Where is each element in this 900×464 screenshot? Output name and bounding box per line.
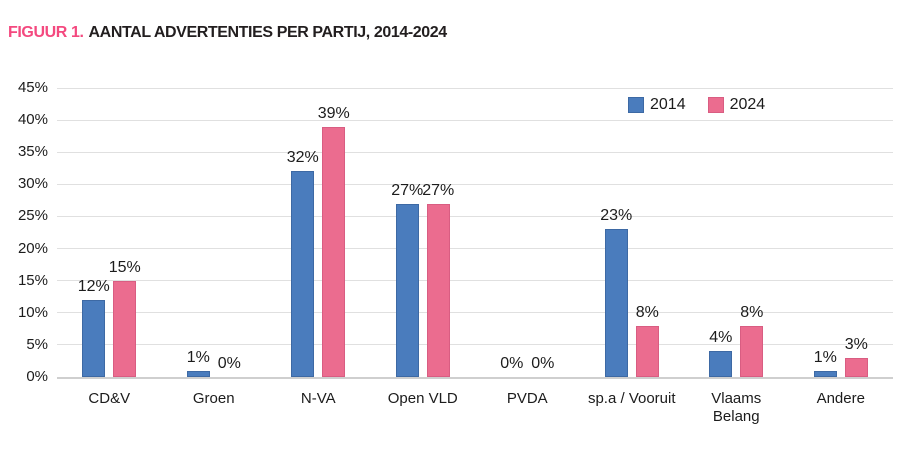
data-label-2014-7: 1% <box>813 348 837 366</box>
gridline-35 <box>57 151 893 153</box>
data-label-2014-6: 4% <box>709 329 733 347</box>
y-tick-label-40: 40% <box>17 111 48 129</box>
y-tick-label-0: 0% <box>26 368 48 385</box>
y-tick-label-30: 30% <box>17 175 48 193</box>
data-label-2024-5: 8% <box>635 303 659 321</box>
data-label-2014-4: 0% <box>500 355 524 372</box>
x-category-label-4: PVDA <box>506 390 548 407</box>
data-label-2024-2: 39% <box>317 104 350 122</box>
bar-2014-vlaams-belang <box>709 351 733 377</box>
y-tick-label-35: 35% <box>17 143 48 161</box>
gridline-30 <box>57 183 893 185</box>
x-category-label-7: Andere <box>816 390 865 407</box>
gridline-45 <box>57 87 893 89</box>
y-tick-label-5: 5% <box>26 335 48 353</box>
bar-2014-andere <box>813 370 837 377</box>
y-tick-label-25: 25% <box>17 207 48 225</box>
x-category-label-3: Open VLD <box>387 390 458 407</box>
x-category-label-1: Groen <box>192 390 235 407</box>
gridline-5 <box>57 344 893 346</box>
legend-label-2024: 2024 <box>729 96 766 113</box>
y-tick-label-10: 10% <box>17 303 48 321</box>
y-tick-label-15: 15% <box>17 271 48 289</box>
gridline-40 <box>57 119 893 121</box>
y-tick-label-45: 45% <box>17 79 48 96</box>
legend-swatch-2024-icon <box>707 97 724 113</box>
x-category-label-0: CD&V <box>88 390 131 407</box>
legend-item-2014: 2014 <box>628 97 686 113</box>
bar-2014-n-va <box>291 171 315 377</box>
data-label-2014-2: 32% <box>286 149 319 167</box>
gridline-25 <box>57 215 893 217</box>
bar-2024-cd-v <box>113 280 137 377</box>
data-label-2014-1: 1% <box>186 348 210 366</box>
data-label-2014-3: 27% <box>391 181 424 199</box>
data-label-2024-3: 27% <box>422 181 455 199</box>
bar-2024-andere <box>844 357 868 377</box>
gridline-20 <box>57 248 893 250</box>
figure-title: FIGUUR 1. AANTAL ADVERTENTIES PER PARTIJ,… <box>8 24 447 42</box>
figure-number: FIGUUR 1. <box>8 24 84 41</box>
bar-2024-vlaams-belang <box>740 325 764 377</box>
bar-2014-groen <box>186 370 210 377</box>
bar-2024-open-vld <box>426 203 450 377</box>
data-label-2024-4: 0% <box>531 355 555 372</box>
gridline-15 <box>57 280 893 282</box>
bar-2024-sp-a-vooruit <box>635 325 659 377</box>
gridline-10 <box>57 312 893 314</box>
y-tick-label-20: 20% <box>17 239 48 257</box>
data-label-2014-5: 23% <box>600 207 633 225</box>
legend: 2014 2024 <box>628 97 765 113</box>
x-category-label-5: sp.a / Vooruit <box>587 390 676 407</box>
x-category-label-2: N-VA <box>300 390 336 407</box>
legend-label-2014: 2014 <box>650 96 686 113</box>
x-category-label-6: Vlaams Belang <box>711 390 762 425</box>
legend-item-2024: 2024 <box>707 96 766 113</box>
x-axis-line <box>57 376 893 379</box>
bar-2014-sp-a-vooruit <box>604 229 628 377</box>
figure-caption: AANTAL ADVERTENTIES PER PARTIJ, 2014-202… <box>88 24 448 41</box>
bar-2014-cd-v <box>82 299 106 377</box>
legend-swatch-2014-icon <box>628 97 644 113</box>
data-label-2024-0: 15% <box>108 258 141 276</box>
data-label-2014-0: 12% <box>77 277 110 295</box>
data-label-2024-6: 8% <box>740 303 764 321</box>
data-label-2024-1: 0% <box>217 355 241 372</box>
data-label-2024-7: 3% <box>844 335 868 353</box>
bar-2014-open-vld <box>395 203 419 377</box>
bar-2024-n-va <box>322 126 346 377</box>
